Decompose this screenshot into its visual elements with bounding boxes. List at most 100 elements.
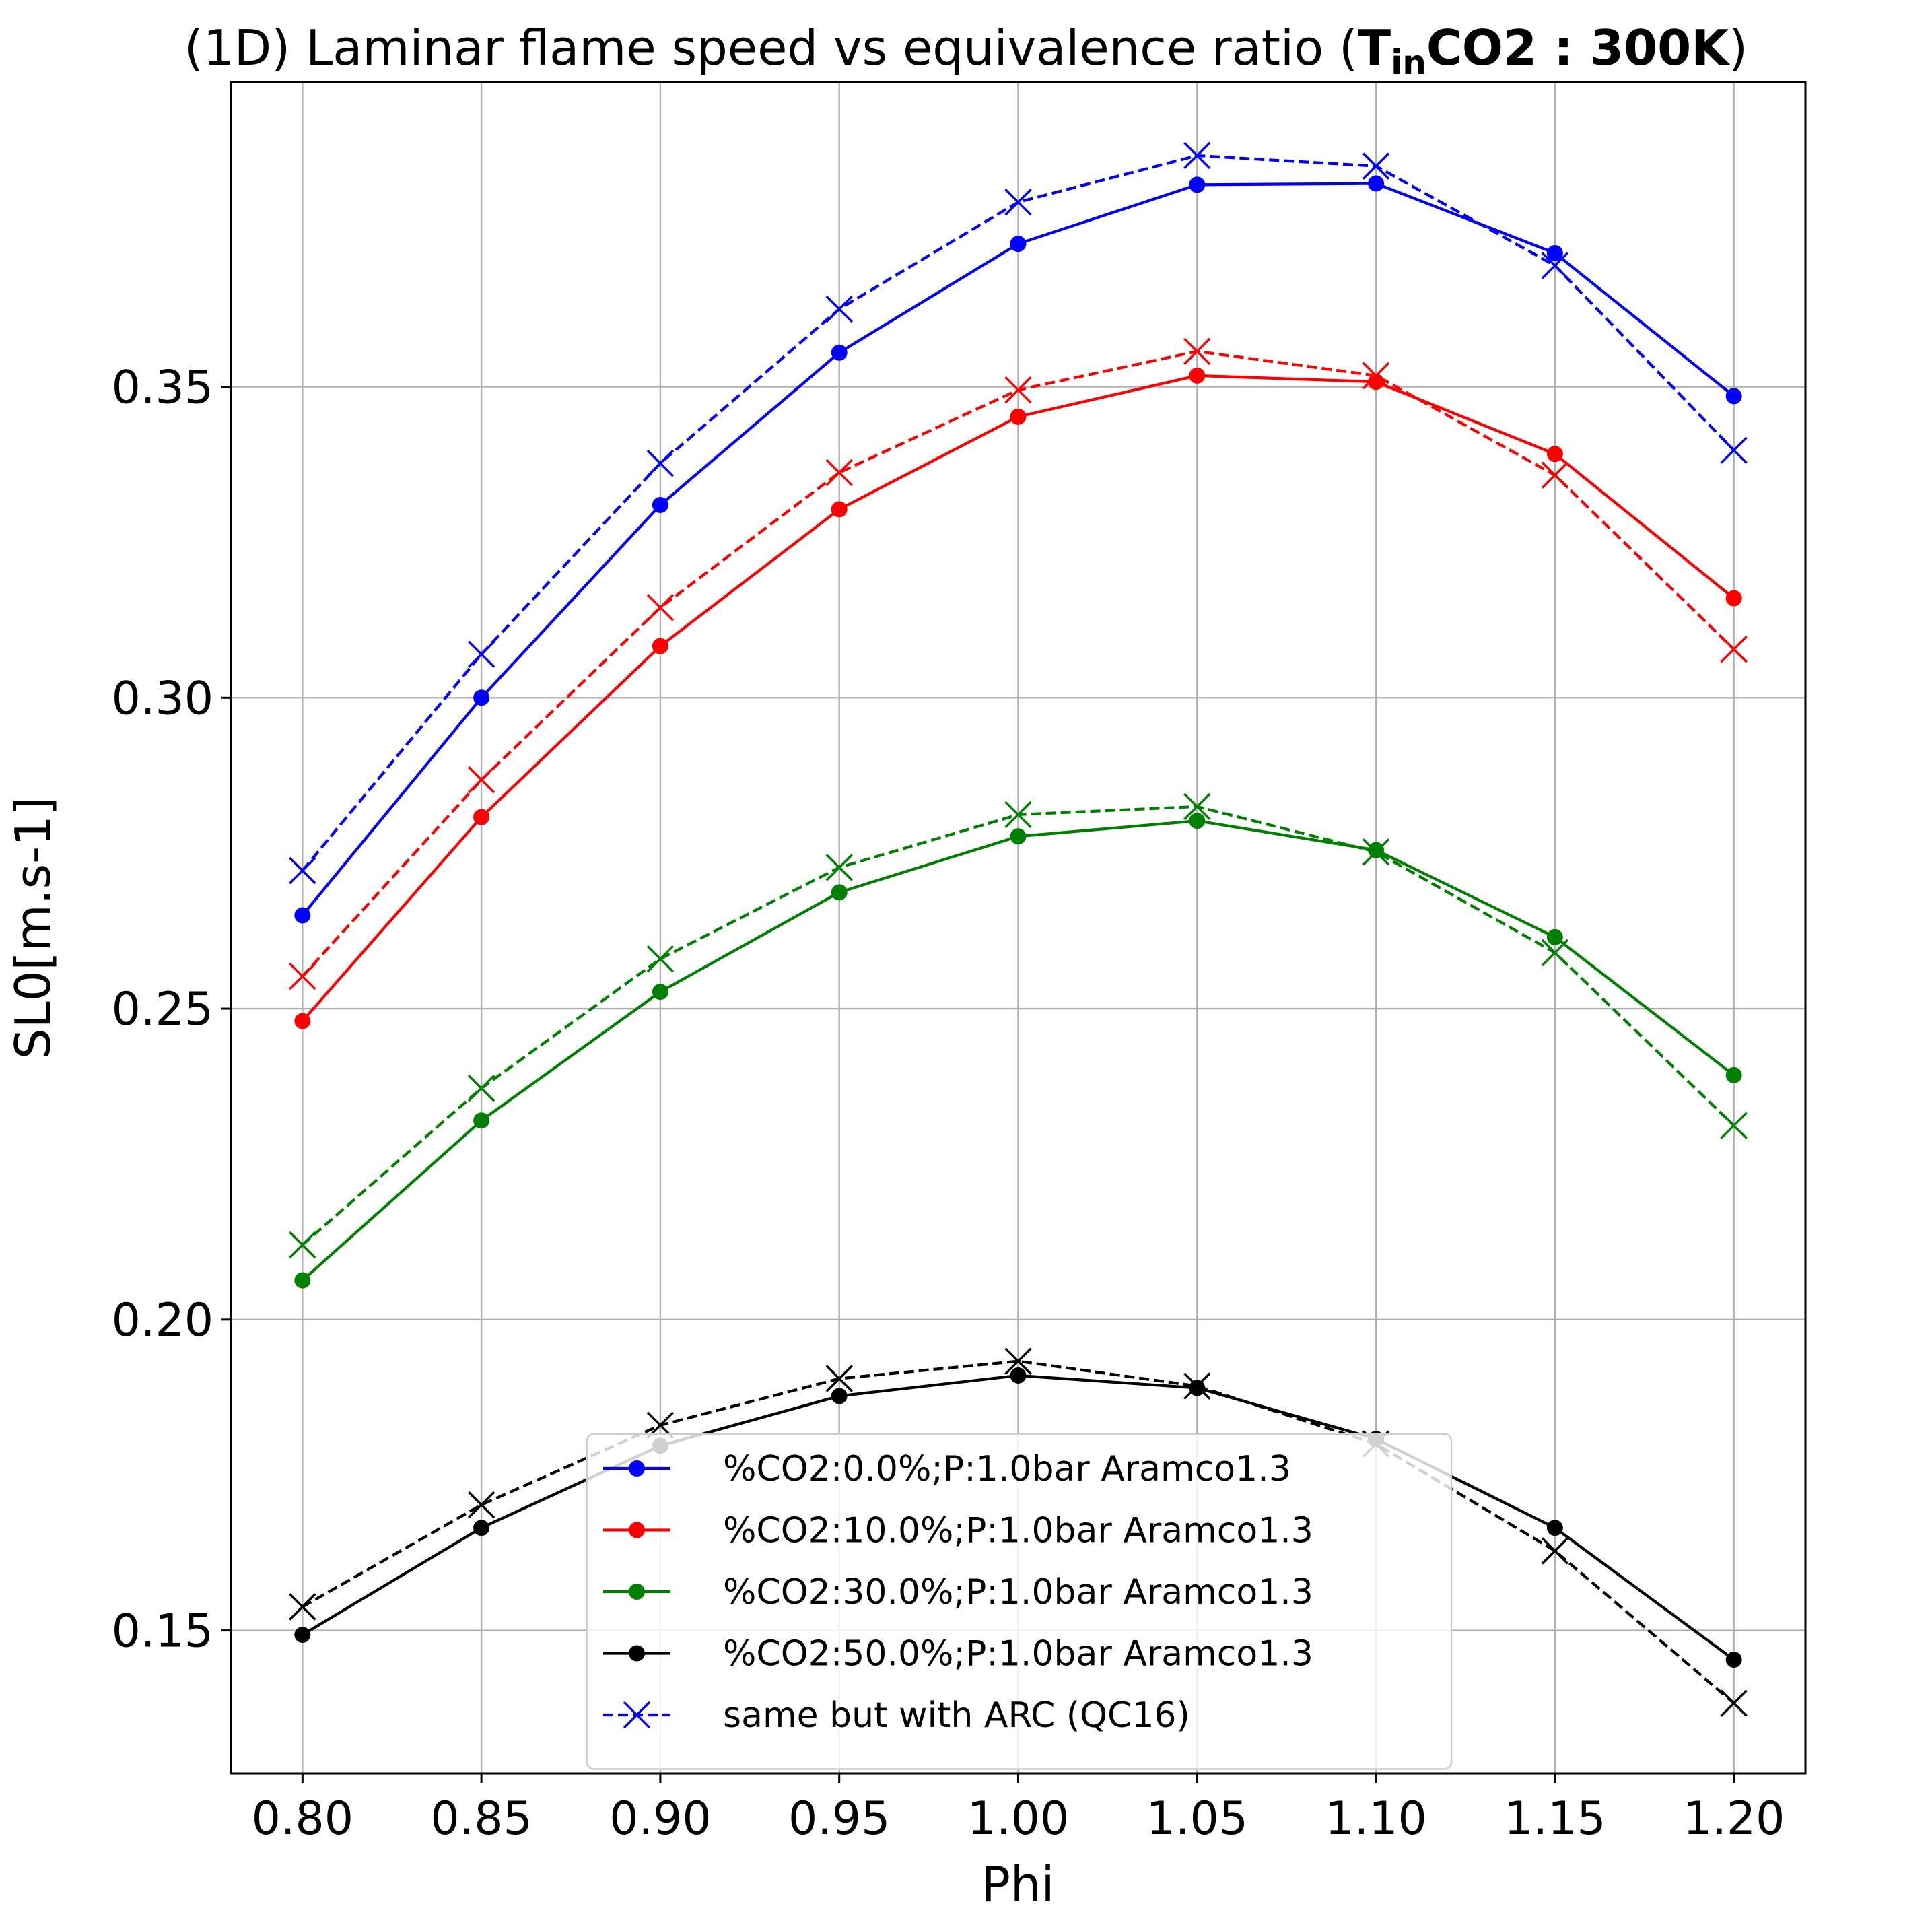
data-point xyxy=(831,884,848,901)
legend-box xyxy=(586,1433,1453,1770)
data-point xyxy=(825,854,853,881)
data-point xyxy=(652,984,668,1001)
legend-item: %CO2:0.0%;P:1.0bar Aramco1.3 xyxy=(603,1449,1291,1489)
y-tick-label: 0.35 xyxy=(112,362,213,415)
series-5 xyxy=(289,141,1748,885)
data-point xyxy=(1720,1689,1748,1717)
legend-marker xyxy=(629,1522,645,1538)
data-point xyxy=(1004,1347,1032,1375)
grid xyxy=(231,82,1805,1773)
data-point xyxy=(289,856,316,885)
data-point xyxy=(473,689,490,706)
y-axis-label: SL0[m.s-1] xyxy=(5,797,61,1059)
legend-label: same but with ARC (QC16) xyxy=(723,1695,1190,1736)
x-tick-label: 1.20 xyxy=(1683,1792,1785,1845)
data-point xyxy=(1004,376,1032,404)
y-tick-label: 0.20 xyxy=(112,1294,213,1347)
data-point xyxy=(1010,828,1027,845)
data-point xyxy=(1010,236,1027,252)
data-point xyxy=(646,594,675,621)
data-point xyxy=(646,945,675,973)
data-point xyxy=(1004,189,1032,216)
legend-label: %CO2:0.0%;P:1.0bar Aramco1.3 xyxy=(723,1449,1291,1489)
data-point xyxy=(1725,590,1742,607)
data-point xyxy=(294,907,311,924)
data-point xyxy=(652,638,668,654)
legend-marker xyxy=(623,1701,651,1729)
x-tick-label: 0.85 xyxy=(430,1792,532,1845)
data-point xyxy=(652,497,668,513)
data-point xyxy=(1362,152,1390,180)
data-point xyxy=(825,295,853,323)
data-point xyxy=(289,962,316,990)
data-point xyxy=(1368,175,1385,192)
data-point xyxy=(1546,1520,1563,1536)
legend-label: %CO2:50.0%;P:1.0bar Aramco1.3 xyxy=(723,1634,1313,1674)
data-point xyxy=(467,766,495,794)
chart-title: (1D) Laminar flame speed vs equivalence … xyxy=(184,20,1748,82)
x-tick-label: 0.80 xyxy=(252,1792,353,1845)
legend: %CO2:0.0%;P:1.0bar Aramco1.3 %CO2:10.0%;P… xyxy=(586,1433,1453,1770)
data-point xyxy=(825,459,853,487)
data-point xyxy=(1183,141,1211,170)
data-point xyxy=(467,1491,495,1519)
data-point xyxy=(1720,436,1748,464)
data-point xyxy=(1725,1066,1742,1083)
legend-item: %CO2:30.0%;P:1.0bar Aramco1.3 xyxy=(603,1572,1313,1613)
legend-marker xyxy=(629,1584,645,1600)
legend-label: %CO2:30.0%;P:1.0bar Aramco1.3 xyxy=(723,1572,1313,1613)
data-point xyxy=(1189,1380,1206,1396)
x-tick-label: 1.15 xyxy=(1504,1792,1606,1845)
series-7 xyxy=(289,792,1748,1259)
data-point xyxy=(473,1520,490,1536)
data-point xyxy=(1720,1112,1748,1139)
data-point xyxy=(1368,374,1385,391)
data-point xyxy=(1368,842,1385,858)
x-tick-label: 0.90 xyxy=(609,1792,711,1845)
x-axis-label: Phi xyxy=(981,1856,1054,1913)
y-tick-label: 0.15 xyxy=(112,1605,213,1658)
data-point xyxy=(1720,636,1748,663)
data-point xyxy=(1541,461,1569,489)
data-point xyxy=(1183,792,1211,821)
legend-item: %CO2:10.0%;P:1.0bar Aramco1.3 xyxy=(603,1511,1313,1551)
data-point xyxy=(831,1388,848,1404)
data-point xyxy=(831,501,848,518)
data-point xyxy=(473,809,490,825)
data-point xyxy=(1546,244,1563,261)
series-1 xyxy=(294,175,1742,924)
data-point xyxy=(1725,388,1742,405)
data-point xyxy=(1546,928,1563,945)
y-tick-label: 0.25 xyxy=(112,983,213,1036)
legend-label: %CO2:10.0%;P:1.0bar Aramco1.3 xyxy=(723,1511,1313,1551)
x-tick-label: 1.05 xyxy=(1146,1792,1248,1845)
data-point xyxy=(1546,446,1563,463)
ticks: 0.80 0.85 0.90 0.95 1.00 1.05 1.10 1.15 1.20 0.15… xyxy=(112,362,1785,1845)
data-point xyxy=(473,1112,490,1129)
data-point xyxy=(1189,367,1206,384)
y-tick-label: 0.30 xyxy=(112,672,213,725)
legend-marker xyxy=(629,1645,645,1662)
data-point xyxy=(289,1593,316,1621)
data-point xyxy=(646,449,675,477)
data-point xyxy=(467,640,495,668)
legend-item: same but with ARC (QC16) xyxy=(603,1695,1190,1736)
data-point xyxy=(825,1365,853,1392)
data-point xyxy=(831,344,848,361)
x-tick-label: 1.00 xyxy=(967,1792,1069,1845)
data-point xyxy=(1183,337,1211,366)
series-3 xyxy=(294,813,1742,1289)
legend-marker xyxy=(629,1460,645,1477)
data-point xyxy=(1189,176,1206,193)
data-point xyxy=(1541,252,1569,279)
data-point xyxy=(294,1627,311,1644)
x-tick-label: 1.10 xyxy=(1325,1792,1426,1845)
series-line xyxy=(302,1359,1735,1705)
data-point xyxy=(1010,408,1027,425)
data-point xyxy=(1725,1651,1742,1668)
data-point xyxy=(1541,1537,1569,1565)
data-point xyxy=(1010,1367,1027,1384)
data-point xyxy=(467,1075,495,1102)
data-point xyxy=(294,1013,311,1029)
